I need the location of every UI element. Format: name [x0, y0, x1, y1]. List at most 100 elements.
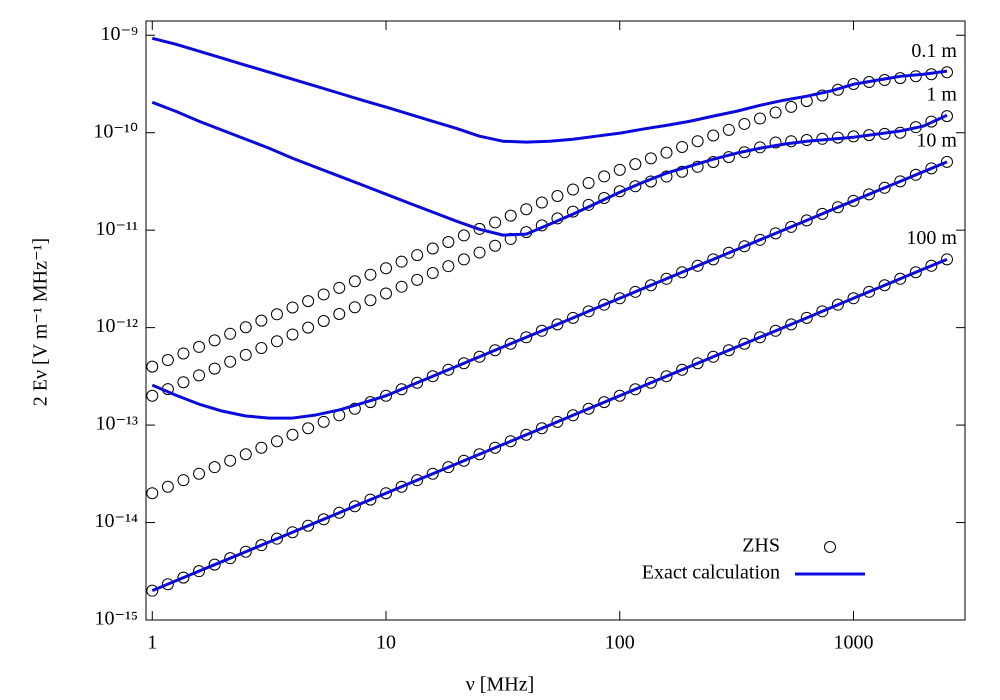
data-point [442, 461, 455, 474]
data-point [286, 428, 299, 441]
data-point [816, 305, 829, 318]
data-point [411, 474, 424, 487]
data-point [785, 220, 798, 233]
data-point [473, 350, 486, 363]
data-point [504, 209, 517, 222]
data-point [193, 340, 206, 353]
y-tick-label: 10⁻¹¹ [95, 218, 138, 240]
data-point [769, 106, 782, 119]
data-point [925, 115, 938, 128]
data-point [442, 363, 455, 376]
data-point [613, 389, 626, 402]
data-point [457, 357, 470, 370]
data-point [286, 301, 299, 314]
data-point [193, 467, 206, 480]
data-point [863, 285, 876, 298]
data-point [411, 249, 424, 262]
data-point [395, 255, 408, 268]
data-point [395, 383, 408, 396]
data-point [504, 337, 517, 350]
data-point [551, 190, 564, 203]
data-point [613, 292, 626, 305]
data-point [239, 321, 252, 334]
curve-label: 100 m [906, 227, 957, 249]
data-point [660, 146, 673, 159]
data-point [380, 287, 393, 300]
data-point [317, 415, 330, 428]
data-point [442, 260, 455, 273]
data-point [317, 513, 330, 526]
x-tick-label: 10 [376, 632, 396, 654]
data-point [380, 487, 393, 500]
legend-symbol [824, 541, 836, 553]
data-point [785, 318, 798, 331]
data-point [629, 383, 642, 396]
y-tick-label: 10⁻¹⁵ [94, 608, 138, 630]
data-point [411, 273, 424, 286]
data-point [660, 370, 673, 383]
data-point [582, 305, 595, 318]
data-point [426, 467, 439, 480]
data-point [847, 292, 860, 305]
y-tick-label: 10⁻¹⁰ [93, 120, 138, 142]
data-point [707, 129, 720, 142]
data-point [177, 347, 190, 360]
legend-label: ZHS [742, 535, 780, 557]
data-point [753, 112, 766, 125]
data-point [769, 227, 782, 240]
data-point [286, 328, 299, 341]
data-point [629, 158, 642, 171]
data-point [676, 363, 689, 376]
data-point [582, 176, 595, 189]
data-point [940, 253, 953, 266]
data-point [489, 344, 502, 357]
data-point [831, 201, 844, 214]
data-point [520, 203, 533, 216]
data-point [457, 454, 470, 467]
data-point [940, 110, 953, 123]
legend-label: Exact calculation [642, 562, 780, 584]
data-point [255, 342, 268, 355]
data-point [177, 376, 190, 389]
data-point [364, 294, 377, 307]
data-point [270, 435, 283, 448]
data-point [255, 314, 268, 327]
data-point [925, 259, 938, 272]
data-point [894, 272, 907, 285]
data-point [722, 246, 735, 259]
data-point [753, 233, 766, 246]
data-point [302, 519, 315, 532]
y-tick-label: 10⁻⁹ [100, 23, 138, 45]
data-point [753, 331, 766, 344]
data-line [151, 36, 948, 144]
data-point [660, 272, 673, 285]
data-point [224, 552, 237, 565]
data-point [224, 355, 237, 368]
data-point [738, 337, 751, 350]
data-point [878, 279, 891, 292]
data-point [457, 229, 470, 242]
data-point [925, 162, 938, 175]
curve-label: 0.1 m [911, 40, 957, 62]
data-point [270, 335, 283, 348]
data-point [270, 532, 283, 545]
data-point [535, 196, 548, 209]
data-point [769, 136, 782, 149]
data-point [909, 168, 922, 181]
data-point [769, 324, 782, 337]
data-point [411, 376, 424, 389]
data-point [535, 324, 548, 337]
data-point [302, 422, 315, 435]
x-tick-label: 1 [147, 632, 157, 654]
data-point [722, 123, 735, 136]
data-point [348, 275, 361, 288]
y-axis-label: 2 Eν [V m⁻¹ MHz⁻¹] [30, 238, 52, 406]
data-point [582, 402, 595, 415]
data-point [551, 318, 564, 331]
x-tick-label: 1000 [833, 632, 873, 654]
data-point [333, 281, 346, 294]
data-point [208, 362, 221, 375]
data-point [208, 334, 221, 347]
data-point [239, 448, 252, 461]
